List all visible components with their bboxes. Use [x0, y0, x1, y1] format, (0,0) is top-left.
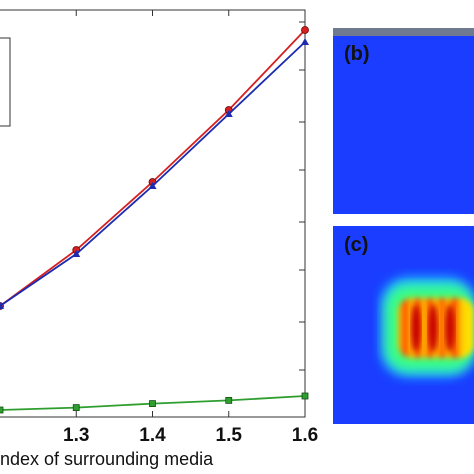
data-point-triangle	[301, 38, 309, 45]
y-axis-ticks	[299, 21, 305, 371]
plot-area: 1.3 1.4 1.5 1.6 ndex of surrounding media	[0, 9, 318, 469]
data-point-triangle	[148, 182, 157, 189]
data-point-triangle	[72, 250, 81, 257]
x-axis-ticks	[75, 10, 306, 417]
panel-c-label: (c)	[344, 234, 368, 256]
series-layer	[0, 26, 309, 414]
panel-b-top-edge	[333, 28, 474, 36]
x-tick-label: 1.5	[216, 425, 243, 446]
legend-box	[0, 37, 11, 127]
data-point-triangle	[224, 110, 233, 117]
data-point-square	[301, 392, 309, 400]
panel-c: (c)	[333, 226, 474, 424]
data-point-square	[225, 396, 233, 404]
field-intensity-map	[382, 278, 474, 376]
x-tick-label: 1.3	[63, 425, 89, 446]
data-point-square	[72, 404, 80, 412]
panel-b-label: (b)	[344, 43, 370, 65]
x-tick-label: 1.6	[292, 425, 318, 446]
x-axis-title: ndex of surrounding media	[0, 449, 214, 469]
data-point-square	[149, 400, 156, 408]
plot-frame	[0, 9, 306, 418]
panel-b-field	[333, 28, 474, 214]
data-point-triangle	[0, 302, 4, 309]
x-tick-labels: 1.3 1.4 1.5 1.6	[63, 425, 318, 446]
x-tick-label: 1.4	[139, 425, 166, 446]
data-point-circle	[301, 26, 309, 34]
data-point-square	[0, 406, 4, 414]
panel-b: (b)	[333, 28, 474, 214]
